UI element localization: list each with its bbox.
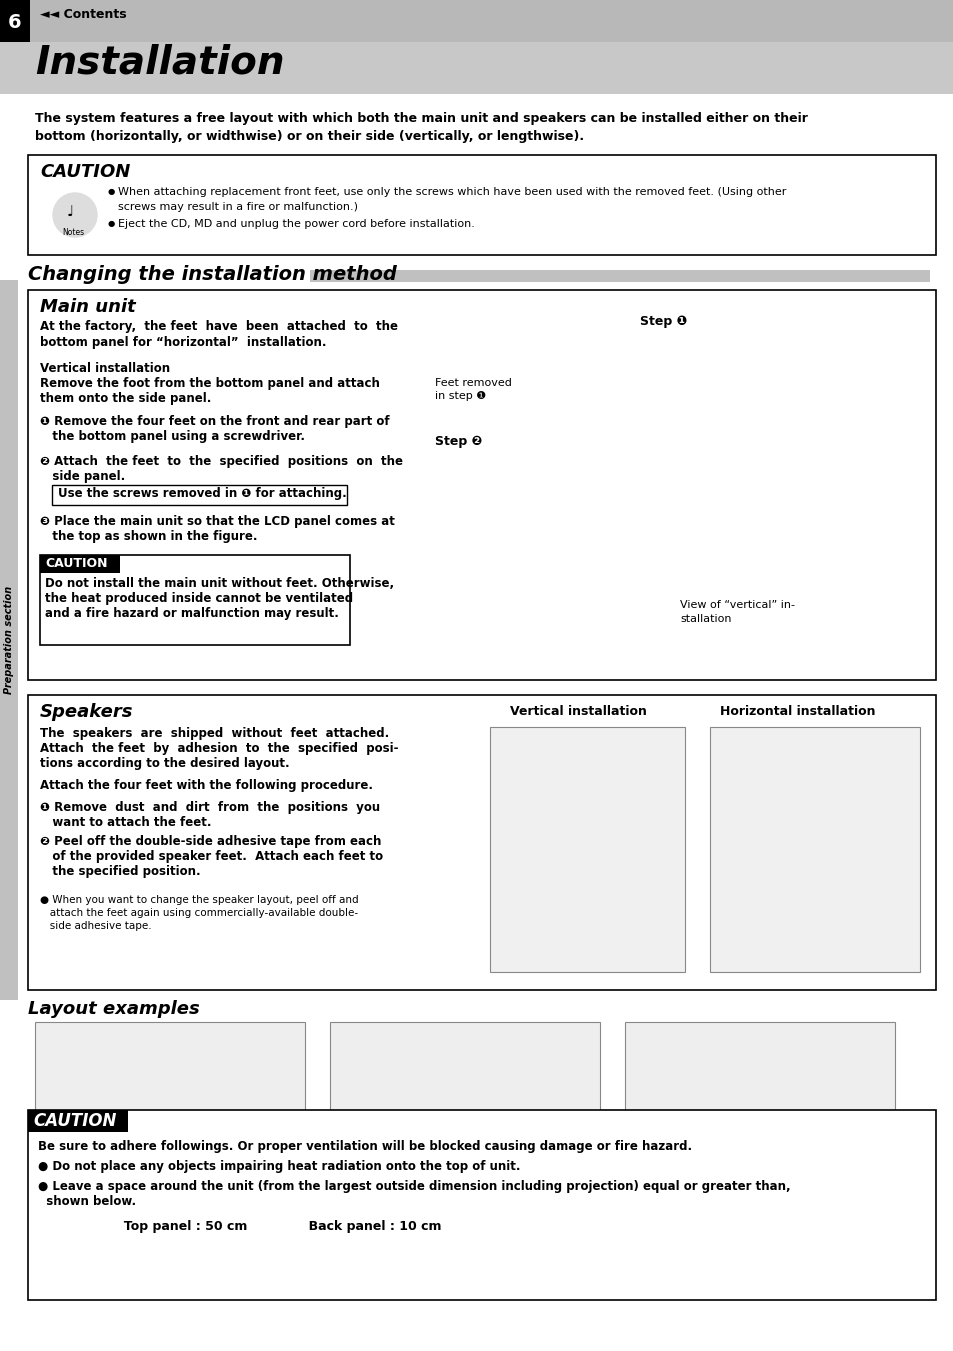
Text: attach the feet again using commercially-available double-: attach the feet again using commercially… bbox=[40, 908, 357, 917]
Text: Layout examples: Layout examples bbox=[28, 1000, 199, 1019]
Text: side panel.: side panel. bbox=[40, 470, 125, 484]
Bar bbox=[40, 555, 350, 644]
Text: Eject the CD, MD and unplug the power cord before installation.: Eject the CD, MD and unplug the power co… bbox=[118, 219, 475, 230]
Bar bbox=[52, 485, 347, 505]
Text: Use the screws removed in ❶ for attaching.: Use the screws removed in ❶ for attachin… bbox=[58, 486, 346, 500]
Text: Be sure to adhere followings. Or proper ventilation will be blocked causing dama: Be sure to adhere followings. Or proper … bbox=[38, 1140, 691, 1152]
Bar bbox=[310, 270, 929, 282]
Text: the specified position.: the specified position. bbox=[40, 865, 200, 878]
Bar bbox=[624, 1021, 894, 1117]
Text: bottom panel for “horizontal”  installation.: bottom panel for “horizontal” installati… bbox=[40, 336, 326, 349]
Text: When attaching replacement front feet, use only the screws which have been used : When attaching replacement front feet, u… bbox=[118, 186, 785, 197]
Bar bbox=[40, 555, 120, 573]
Text: side adhesive tape.: side adhesive tape. bbox=[40, 921, 152, 931]
Text: ●: ● bbox=[108, 186, 115, 196]
Text: The  speakers  are  shipped  without  feet  attached.: The speakers are shipped without feet at… bbox=[40, 727, 389, 740]
Text: the heat produced inside cannot be ventilated: the heat produced inside cannot be venti… bbox=[45, 592, 353, 605]
Bar bbox=[0, 280, 18, 1000]
Text: Horizontal installation: Horizontal installation bbox=[720, 705, 875, 717]
Text: ◄◄ Contents: ◄◄ Contents bbox=[40, 8, 127, 22]
Text: ♩: ♩ bbox=[67, 205, 74, 220]
Text: stallation: stallation bbox=[679, 613, 731, 624]
Bar bbox=[709, 727, 919, 971]
Bar bbox=[28, 155, 935, 255]
Text: Installation: Installation bbox=[35, 45, 284, 82]
Text: Speakers: Speakers bbox=[40, 703, 133, 721]
Bar bbox=[28, 290, 935, 680]
Text: Remove the foot from the bottom panel and attach: Remove the foot from the bottom panel an… bbox=[40, 377, 379, 390]
Text: Attach the four feet with the following procedure.: Attach the four feet with the following … bbox=[40, 780, 373, 792]
Text: Vertical installation: Vertical installation bbox=[40, 362, 170, 376]
Text: CAUTION: CAUTION bbox=[33, 1112, 116, 1129]
Bar bbox=[499, 305, 820, 526]
Bar bbox=[28, 1111, 935, 1300]
Text: Changing the installation method: Changing the installation method bbox=[28, 265, 396, 284]
Text: Step ❷: Step ❷ bbox=[435, 435, 482, 449]
Text: in step ❶: in step ❶ bbox=[435, 390, 486, 401]
Bar bbox=[490, 727, 684, 971]
Bar bbox=[35, 1021, 305, 1117]
Text: shown below.: shown below. bbox=[38, 1196, 136, 1208]
Text: Notes: Notes bbox=[62, 228, 84, 236]
Bar bbox=[28, 694, 935, 990]
Text: ● When you want to change the speaker layout, peel off and: ● When you want to change the speaker la… bbox=[40, 894, 358, 905]
Text: View of “vertical” in-: View of “vertical” in- bbox=[679, 600, 794, 611]
Text: Vertical installation: Vertical installation bbox=[510, 705, 646, 717]
Text: The system features a free layout with which both the main unit and speakers can: The system features a free layout with w… bbox=[35, 112, 807, 126]
Text: ❷ Attach  the feet  to  the  specified  positions  on  the: ❷ Attach the feet to the specified posit… bbox=[40, 455, 402, 467]
Bar bbox=[0, 0, 30, 42]
Text: tions according to the desired layout.: tions according to the desired layout. bbox=[40, 757, 290, 770]
Text: 6: 6 bbox=[9, 14, 22, 32]
Text: Top panel : 50 cm              Back panel : 10 cm: Top panel : 50 cm Back panel : 10 cm bbox=[80, 1220, 441, 1233]
Text: the top as shown in the figure.: the top as shown in the figure. bbox=[40, 530, 257, 543]
Text: Attach  the feet  by  adhesion  to  the  specified  posi-: Attach the feet by adhesion to the speci… bbox=[40, 742, 398, 755]
Text: Step ❶: Step ❶ bbox=[639, 315, 686, 328]
Text: ❶ Remove  dust  and  dirt  from  the  positions  you: ❶ Remove dust and dirt from the position… bbox=[40, 801, 379, 815]
Text: ❷ Peel off the double-side adhesive tape from each: ❷ Peel off the double-side adhesive tape… bbox=[40, 835, 381, 848]
Text: ● Leave a space around the unit (from the largest outside dimension including pr: ● Leave a space around the unit (from th… bbox=[38, 1179, 790, 1193]
Text: CAUTION: CAUTION bbox=[45, 557, 108, 570]
Text: Feet removed: Feet removed bbox=[435, 378, 512, 388]
Text: ❸ Place the main unit so that the LCD panel comes at: ❸ Place the main unit so that the LCD pa… bbox=[40, 515, 395, 528]
Bar bbox=[330, 1021, 599, 1117]
Text: ● Do not place any objects impairing heat radiation onto the top of unit.: ● Do not place any objects impairing hea… bbox=[38, 1161, 520, 1173]
Text: Preparation section: Preparation section bbox=[4, 586, 14, 694]
Bar bbox=[0, 42, 953, 95]
Text: At the factory,  the feet  have  been  attached  to  the: At the factory, the feet have been attac… bbox=[40, 320, 397, 332]
Text: bottom (horizontally, or widthwise) or on their side (vertically, or lengthwise): bottom (horizontally, or widthwise) or o… bbox=[35, 130, 583, 143]
Bar bbox=[499, 550, 689, 667]
Text: them onto the side panel.: them onto the side panel. bbox=[40, 392, 212, 405]
Text: Main unit: Main unit bbox=[40, 299, 135, 316]
Text: want to attach the feet.: want to attach the feet. bbox=[40, 816, 212, 830]
Text: ❶ Remove the four feet on the front and rear part of: ❶ Remove the four feet on the front and … bbox=[40, 415, 389, 428]
Text: screws may result in a fire or malfunction.): screws may result in a fire or malfuncti… bbox=[118, 203, 357, 212]
Text: and a fire hazard or malfunction may result.: and a fire hazard or malfunction may res… bbox=[45, 607, 338, 620]
Bar bbox=[0, 0, 953, 42]
Text: CAUTION: CAUTION bbox=[40, 163, 131, 181]
Text: the bottom panel using a screwdriver.: the bottom panel using a screwdriver. bbox=[40, 430, 305, 443]
Text: Do not install the main unit without feet. Otherwise,: Do not install the main unit without fee… bbox=[45, 577, 394, 590]
Text: ●: ● bbox=[108, 219, 115, 228]
Text: of the provided speaker feet.  Attach each feet to: of the provided speaker feet. Attach eac… bbox=[40, 850, 383, 863]
Bar bbox=[28, 1111, 128, 1132]
Circle shape bbox=[53, 193, 97, 236]
